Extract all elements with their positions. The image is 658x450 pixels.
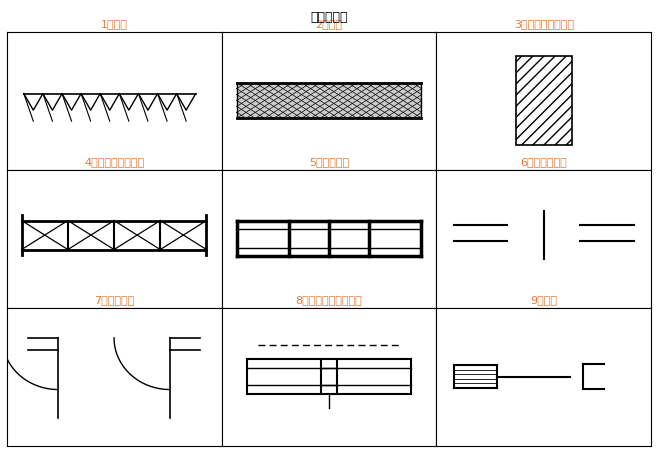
- Title: 1．地盤: 1．地盤: [101, 19, 128, 29]
- Title: 3．木材（化粧材）: 3．木材（化粧材）: [514, 19, 574, 29]
- Title: 2．石材: 2．石材: [315, 19, 343, 29]
- Bar: [237, 82, 421, 118]
- Title: 8．格子付引き違い窓: 8．格子付引き違い窓: [295, 295, 363, 306]
- Title: 7．両開き扉: 7．両開き扉: [94, 295, 134, 306]
- Text: 《選択肢》: 《選択肢》: [311, 11, 347, 24]
- Title: 6．出入口一般: 6．出入口一般: [520, 158, 567, 167]
- Title: 4．普通ブロック壁: 4．普通ブロック壁: [84, 158, 144, 167]
- Title: 5．木造大壁: 5．木造大壁: [309, 158, 349, 167]
- Title: 9．雨戸: 9．雨戸: [530, 295, 557, 306]
- Bar: [516, 56, 572, 144]
